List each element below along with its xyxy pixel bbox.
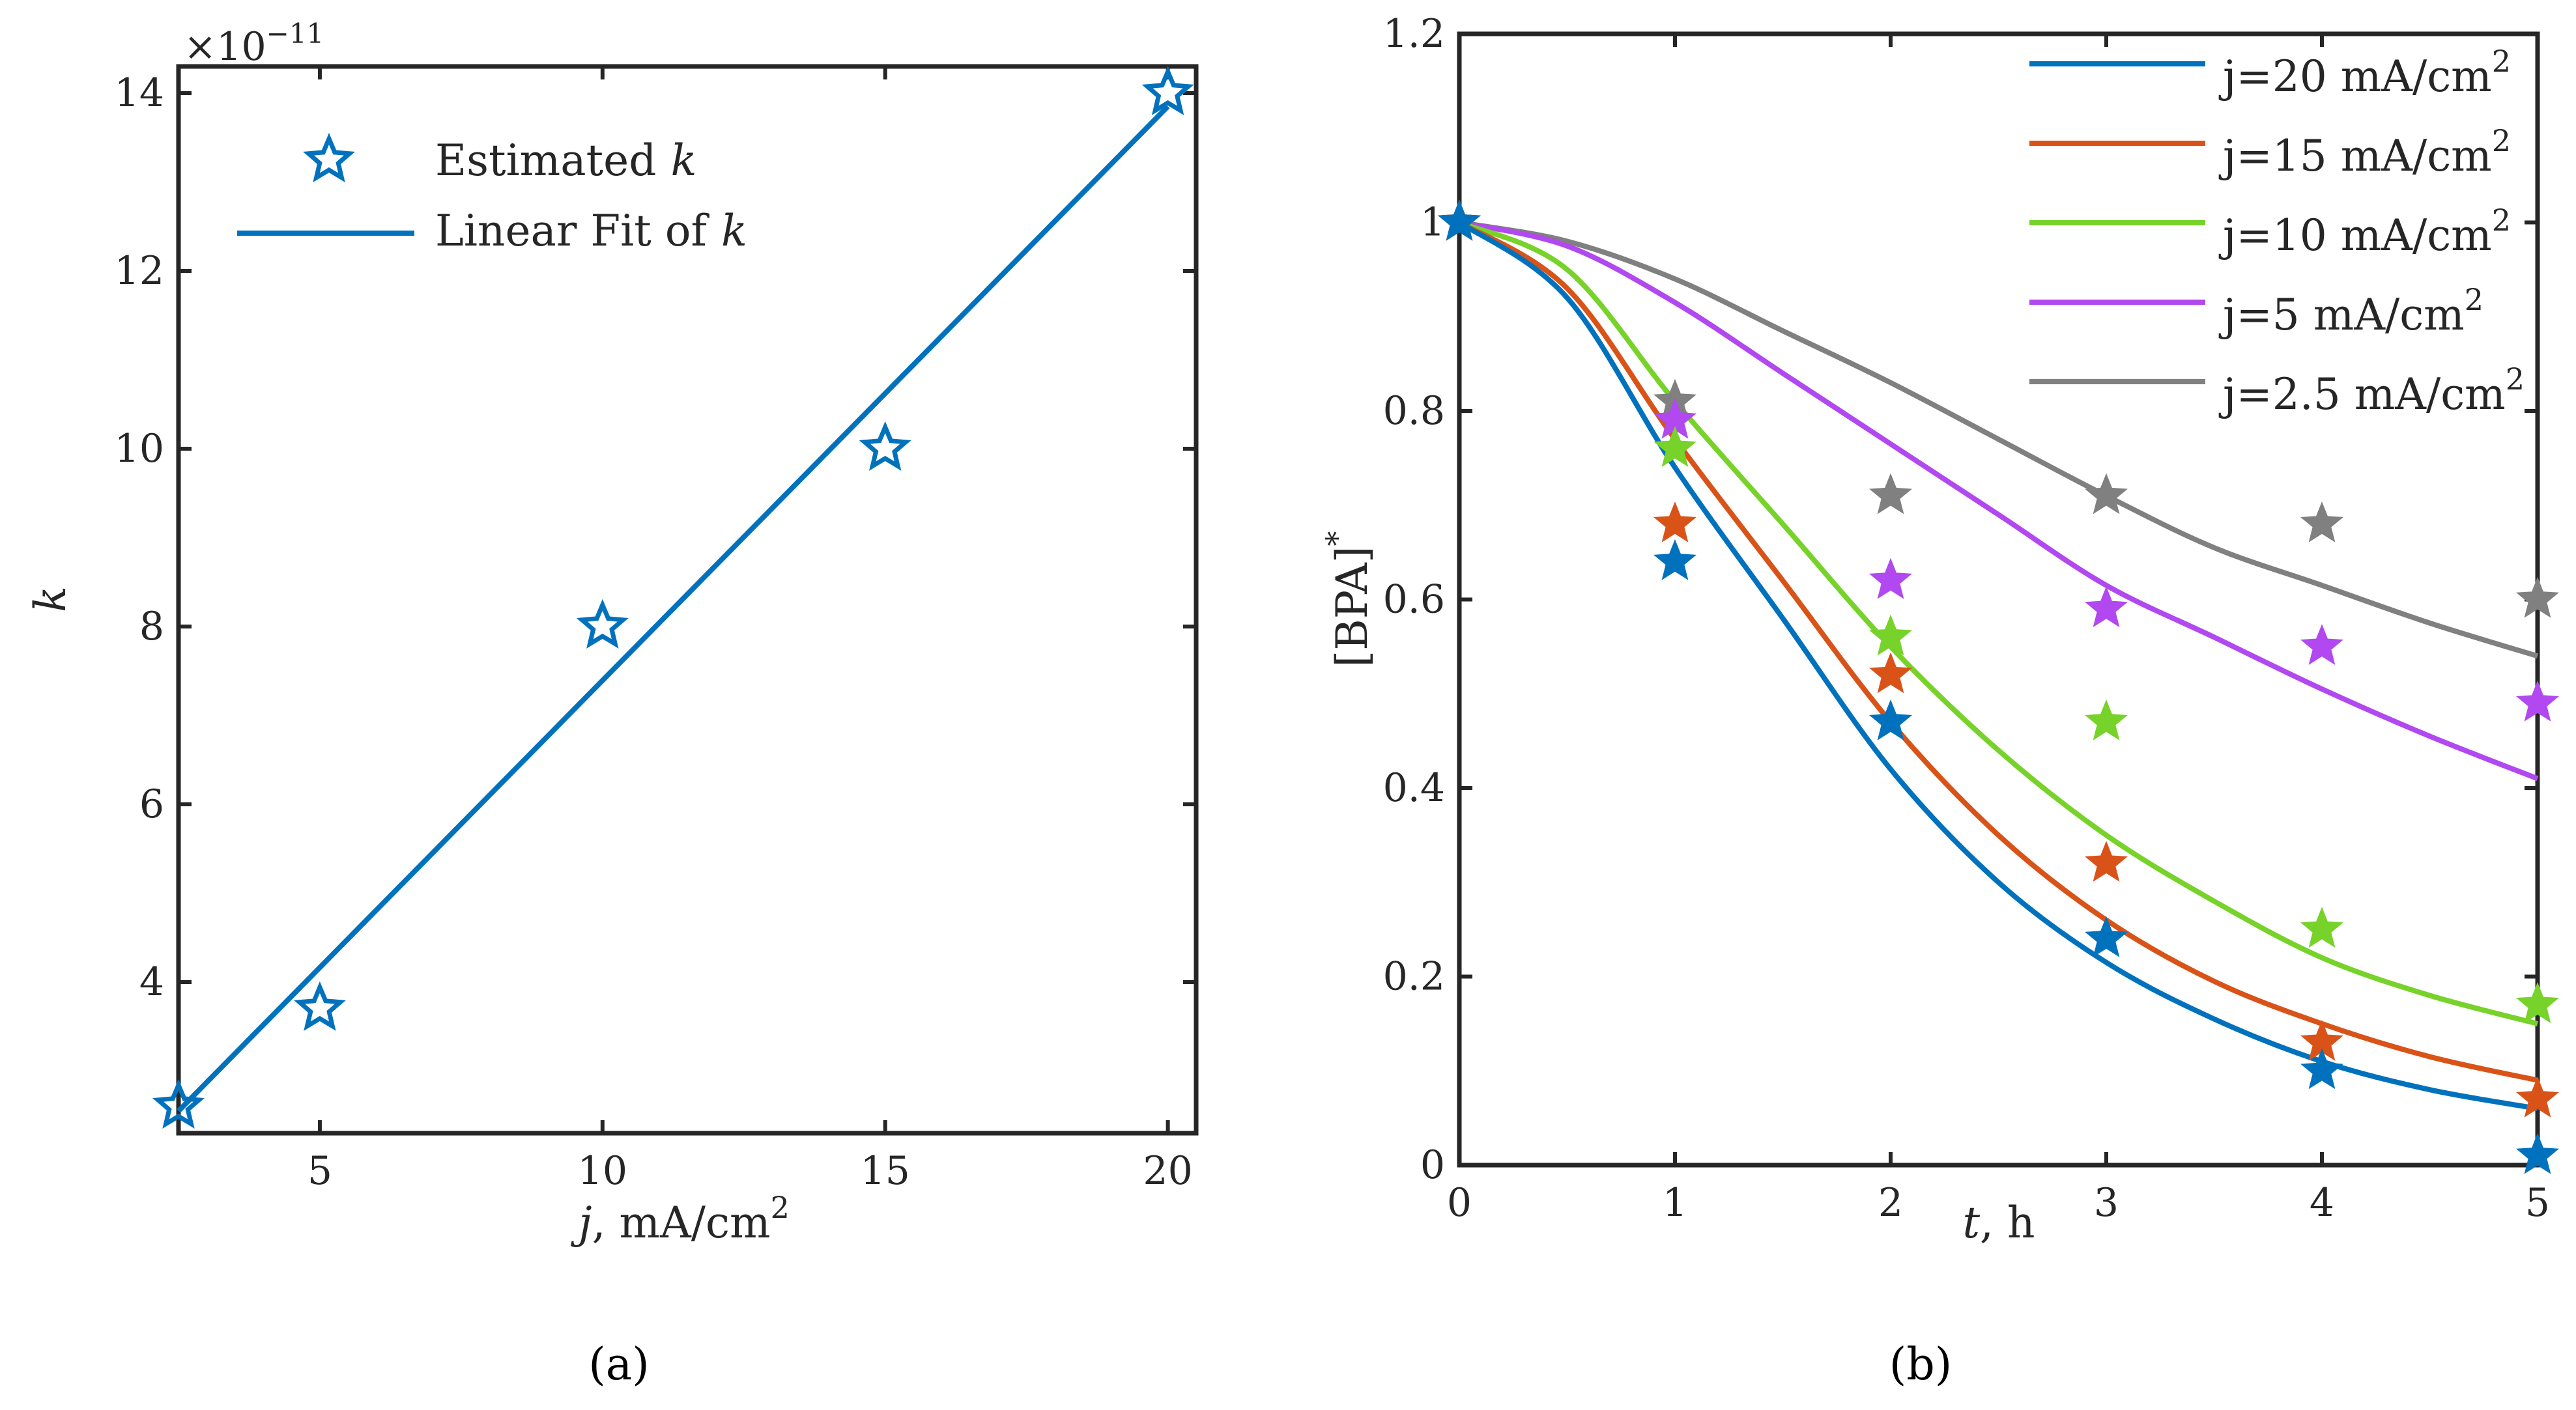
series-curve	[1458, 219, 2539, 1026]
series-point	[1869, 614, 1912, 656]
y-tick-label: 10	[115, 426, 164, 472]
panel-label-a: (a)	[588, 1339, 650, 1390]
x-tick-label: 20	[1143, 1148, 1192, 1194]
series-curve	[1459, 219, 2539, 782]
x-tick-label: 0	[1447, 1180, 1472, 1226]
y-tick-label: 12	[115, 248, 164, 294]
x-tick-label: 2	[1878, 1180, 1903, 1226]
estimated-k-point	[294, 981, 346, 1031]
estimated-k-point	[576, 599, 629, 649]
series-point	[2085, 916, 2128, 957]
series-point	[2516, 1076, 2559, 1118]
legend-label: j=5 mA/cm2	[2218, 282, 2483, 340]
chart-b: 0 0.2 0.4 0.6 0.8 1 1.2 0 1 2 3 4 5 [BPA]* t, h j=2…	[1319, 11, 2559, 1390]
legend-label: j=2.5 mA/cm2	[2218, 361, 2525, 419]
series-point	[2300, 1048, 2343, 1090]
chart-a-ylabel: k	[25, 586, 76, 612]
x-tick-label: 4	[2310, 1180, 2334, 1226]
series-point	[2085, 586, 2128, 628]
estimated-k-point	[859, 421, 911, 471]
y-tick-label: 0.8	[1383, 388, 1445, 434]
series-point	[1869, 557, 1912, 599]
series-curve	[1457, 220, 2538, 1083]
series-point	[2085, 699, 2128, 740]
legend-label: j=15 mA/cm2	[2218, 123, 2511, 181]
x-tick-label: 3	[2094, 1180, 2119, 1226]
chart-a-multiplier: ×10−11	[184, 18, 324, 70]
y-tick-label: 0	[1420, 1142, 1445, 1188]
chart-b-legend: j=20 mA/cm2 j=15 mA/cm2 j=10 mA/cm2 j=5 mA/…	[2029, 44, 2525, 419]
chart-a-axes-frame	[176, 64, 1199, 1136]
series-point	[2516, 576, 2559, 618]
x-tick-label: 10	[578, 1148, 627, 1194]
series-point	[2085, 841, 2128, 882]
y-tick-label: 4	[139, 959, 164, 1005]
y-tick-label: 8	[139, 604, 164, 649]
chart-a: 4 6 8 10 12 14 5 10 15 20 ×10−11 k j, mA/cm2 Est…	[25, 18, 1199, 1390]
chart-a-legend: Estimated k Linear Fit of k	[237, 132, 747, 256]
series-point	[1869, 473, 1912, 515]
legend-label: j=10 mA/cm2	[2218, 203, 2511, 261]
y-tick-label: 6	[139, 782, 164, 827]
y-tick-label: 14	[115, 70, 164, 116]
chart-b-ylabel: [BPA]*	[1319, 531, 1377, 667]
series-curve	[1459, 219, 2539, 659]
legend-label-linear-fit: Linear Fit of k	[435, 206, 747, 256]
series-point	[1869, 652, 1912, 694]
series-point	[2516, 982, 2559, 1023]
x-tick-label: 5	[308, 1148, 332, 1194]
legend-star-marker	[303, 132, 355, 182]
chart-b-xlabel: t, h	[1963, 1198, 2035, 1248]
y-tick-label: 1.2	[1383, 11, 1445, 57]
fit-line	[177, 104, 1170, 1113]
series-point	[2300, 624, 2343, 665]
estimated-k-point	[1141, 66, 1194, 115]
series-point	[1653, 501, 1696, 543]
chart-b-axes-frame	[1457, 31, 2540, 1168]
x-tick-label: 15	[861, 1148, 910, 1194]
legend-label: j=20 mA/cm2	[2218, 44, 2511, 102]
series-point	[2516, 680, 2559, 722]
legend-label-estimated: Estimated k	[435, 135, 696, 186]
estimated-k-point	[152, 1079, 205, 1129]
y-tick-label: 0.6	[1383, 577, 1445, 623]
series-point	[2516, 1133, 2559, 1174]
series-point	[2300, 501, 2343, 543]
y-tick-label: 0.4	[1383, 765, 1445, 811]
panel-label-b: (b)	[1889, 1339, 1953, 1390]
series-point	[1438, 199, 1481, 241]
series-point	[1653, 539, 1696, 580]
series-point	[1653, 426, 1696, 467]
chart-a-xlabel: j, mA/cm2	[570, 1190, 790, 1248]
y-tick-label: 0.2	[1383, 954, 1445, 1000]
y-tick-label: 1	[1420, 200, 1445, 246]
series-point	[1869, 699, 1912, 740]
series-point	[2085, 473, 2128, 515]
series-point	[2300, 907, 2343, 948]
x-tick-label: 5	[2525, 1180, 2550, 1226]
x-tick-label: 1	[1663, 1180, 1687, 1226]
